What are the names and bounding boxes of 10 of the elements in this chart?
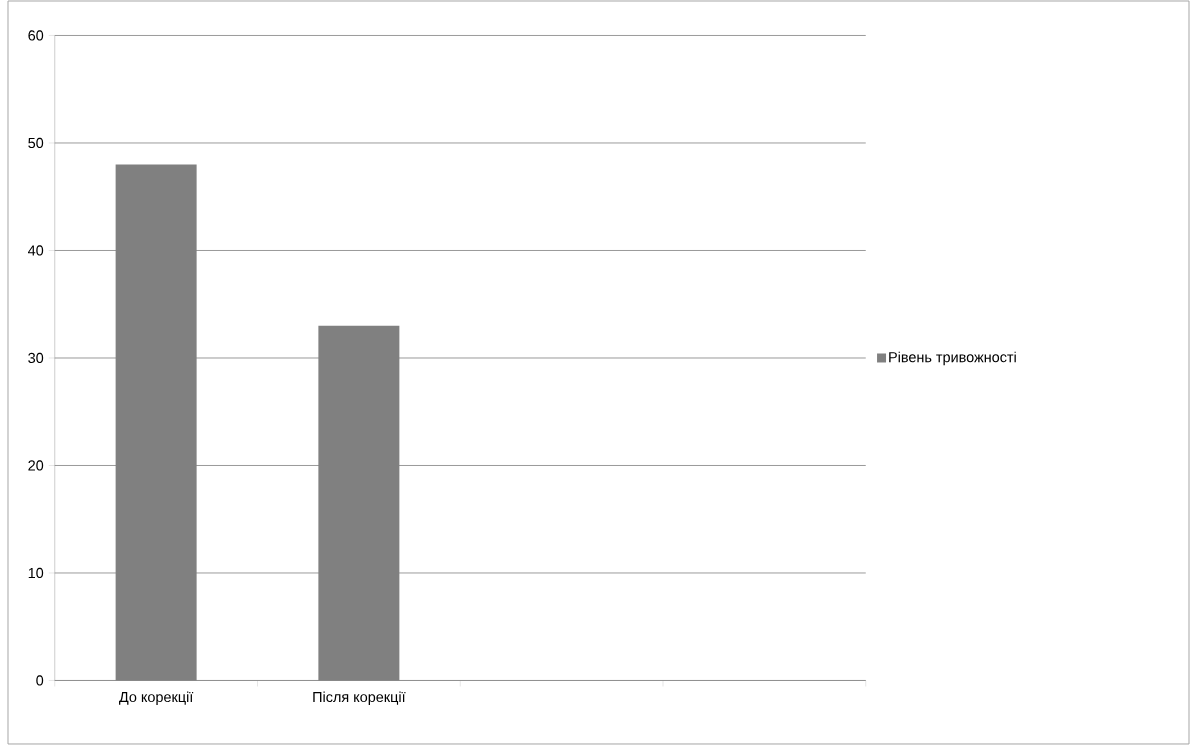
y-tick-label: 20 <box>28 460 44 471</box>
x-tick-label: До корекції <box>119 691 194 705</box>
y-tick-label: 10 <box>28 567 44 579</box>
y-tick-label: 50 <box>28 137 44 149</box>
legend-label: Рівень тривожності <box>889 351 1016 366</box>
y-tick-label: 0 <box>36 675 44 686</box>
y-tick-label: 40 <box>28 245 44 256</box>
y-tick-label: 60 <box>28 30 44 41</box>
x-tick-label: Після корекції <box>313 691 406 705</box>
y-tick-label: 30 <box>28 352 44 364</box>
